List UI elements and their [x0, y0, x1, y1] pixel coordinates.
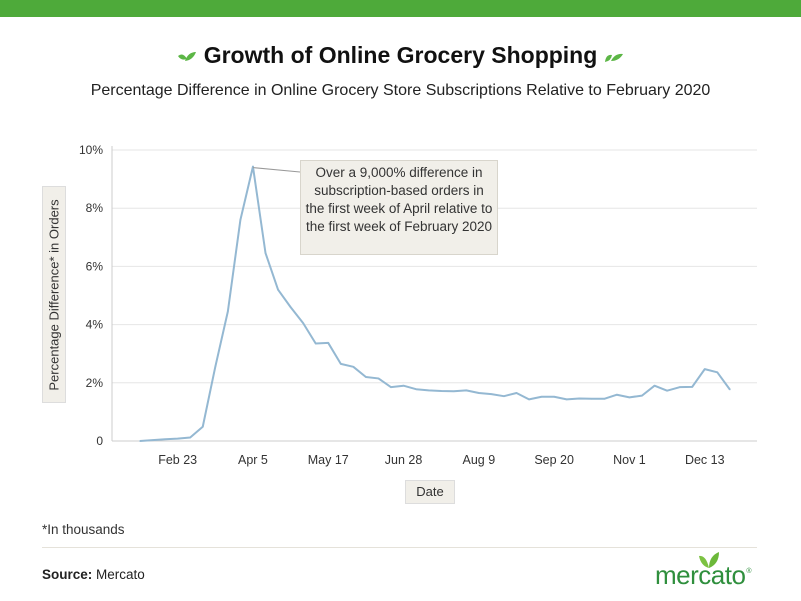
logo-text: mercato — [655, 560, 746, 590]
data-point — [289, 306, 292, 308]
data-point — [227, 310, 229, 313]
data-point — [402, 384, 405, 387]
data-point — [264, 252, 267, 254]
data-point — [703, 368, 706, 370]
data-point — [591, 398, 593, 400]
data-point — [440, 390, 443, 392]
leaf-icon — [605, 53, 624, 62]
y-tick-label: 4% — [86, 318, 104, 332]
top-banner — [0, 0, 801, 17]
mercato-logo: mercato® — [655, 552, 752, 592]
data-point — [565, 398, 568, 401]
data-point — [314, 342, 317, 345]
data-point — [616, 393, 618, 396]
logo-leaf-icon — [699, 552, 719, 568]
y-tick-label: 8% — [86, 201, 104, 215]
x-axis-label: Date — [405, 480, 455, 504]
logo-registered: ® — [746, 568, 752, 575]
title-text: Growth of Online Grocery Shopping — [203, 42, 598, 68]
data-point — [427, 389, 430, 392]
y-tick-label: 2% — [86, 376, 104, 390]
x-tick-label: May 17 — [308, 453, 349, 467]
footnote: *In thousands — [42, 522, 125, 537]
data-point — [540, 395, 543, 398]
series-line — [139, 165, 731, 442]
data-point — [365, 376, 367, 378]
data-point — [653, 384, 656, 387]
data-point — [252, 165, 254, 168]
y-tick-label: 10% — [79, 143, 103, 157]
y-axis-label-text: Percentage Difference* in Orders — [46, 198, 62, 391]
source-value: Mercato — [96, 567, 145, 582]
y-axis-label: Percentage Difference* in Orders — [42, 186, 66, 403]
data-point — [327, 342, 330, 344]
data-point — [352, 365, 355, 368]
data-point — [691, 386, 693, 388]
data-point — [678, 386, 681, 388]
data-point — [151, 439, 154, 441]
data-point — [503, 395, 505, 397]
x-tick-label: Sep 20 — [534, 453, 574, 467]
data-point — [641, 394, 643, 397]
data-point — [164, 438, 166, 441]
data-point — [139, 440, 141, 442]
data-point — [201, 425, 204, 428]
data-point — [214, 365, 217, 368]
data-point — [189, 436, 191, 439]
data-point — [515, 392, 518, 394]
x-tick-label: Nov 1 — [613, 453, 646, 467]
data-point — [716, 371, 719, 374]
data-point — [302, 322, 304, 324]
x-tick-label: Jun 28 — [385, 453, 423, 467]
data-point — [528, 398, 530, 401]
leaf-icon — [177, 51, 196, 61]
data-point — [490, 393, 493, 395]
chart-title: Growth of Online Grocery Shopping — [0, 42, 801, 69]
data-point — [176, 437, 179, 440]
data-point — [603, 398, 606, 400]
data-point — [553, 395, 555, 398]
x-tick-label: Dec 13 — [685, 453, 725, 467]
annotation-box: Over a 9,000% difference in subscription… — [300, 160, 498, 255]
data-point — [390, 386, 392, 388]
source-label: Source: — [42, 567, 93, 582]
data-point — [465, 389, 468, 392]
data-point — [340, 363, 342, 365]
x-tick-label: Aug 9 — [463, 453, 496, 467]
y-tick-label: 0 — [96, 434, 103, 448]
data-point — [729, 388, 731, 391]
data-point — [277, 288, 279, 291]
data-point — [452, 390, 455, 393]
x-tick-label: Feb 23 — [158, 453, 197, 467]
data-point — [239, 219, 242, 221]
divider — [42, 547, 757, 548]
x-tick-label: Apr 5 — [238, 453, 268, 467]
data-point — [666, 389, 668, 392]
data-point — [628, 396, 631, 399]
data-point — [415, 388, 417, 391]
chart-subtitle: Percentage Difference in Online Grocery … — [90, 82, 711, 99]
data-point — [578, 397, 581, 400]
data-point — [377, 377, 380, 380]
source: Source: Mercato — [42, 567, 145, 582]
data-point — [478, 392, 480, 394]
annotation-connector — [252, 167, 301, 173]
y-tick-label: 6% — [86, 259, 104, 273]
